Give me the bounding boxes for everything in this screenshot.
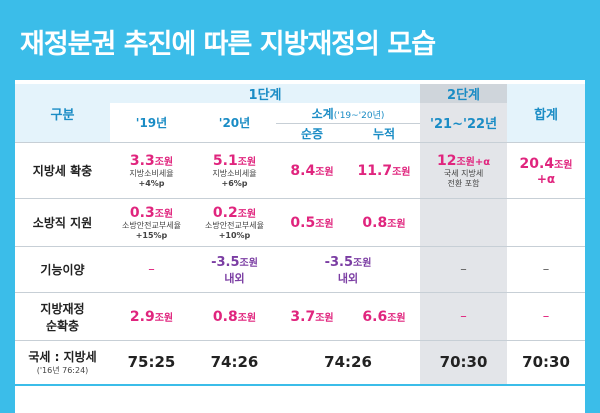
cell-net-expand-y20: 0.8조원 (193, 292, 276, 341)
cell-ratio-y20: 74:26 (193, 340, 276, 386)
cell-transfer-total: – (507, 246, 586, 293)
header-cumulative: 누적 (348, 123, 421, 143)
row-label-ratio: 국세 : 지방세 ('16년 76:24) (15, 340, 110, 386)
cell-net-expand-total: – (507, 292, 586, 341)
header-stage1: 1단계 (110, 84, 421, 103)
cell-net-expand-net: 3.7조원 (276, 292, 348, 341)
cell-local-tax-y19: 3.3조원 지방소비세율 +4%p (110, 142, 193, 199)
header-y19: '19년 (110, 103, 193, 143)
cell-transfer-y19: – (110, 246, 193, 293)
cell-fire-y20: 0.2조원 소방안전교부세율 +10%p (193, 198, 276, 247)
cell-ratio-y19: 75:25 (110, 340, 193, 386)
cell-fire-stage2 (420, 198, 508, 247)
cell-local-tax-stage2: 12조원+α 국세 지방세 전환 포함 (420, 142, 508, 199)
fiscal-table: 구분 1단계 2단계 합계 '19년 '20년 소계('19~'20년) '21… (15, 84, 586, 386)
cell-net-expand-cum: 6.6조원 (348, 292, 421, 341)
cell-fire-total (507, 198, 586, 247)
row-label-transfer: 기능이양 (15, 246, 110, 293)
cell-net-expand-stage2: – (420, 292, 508, 341)
cell-local-tax-y20: 5.1조원 지방소비세율 +6%p (193, 142, 276, 199)
header-y20: '20년 (193, 103, 276, 143)
cell-transfer-y20: -3.5조원 내외 (193, 246, 276, 293)
cell-fire-net: 0.5조원 (276, 198, 348, 247)
cell-transfer-subtotal: -3.5조원 내외 (276, 246, 421, 293)
cell-ratio-total: 70:30 (507, 340, 586, 386)
cell-transfer-stage2: – (420, 246, 508, 293)
row-label-net-expand: 지방재정 순확충 (15, 292, 110, 341)
cell-local-tax-net: 8.4조원 (276, 142, 348, 199)
cell-net-expand-y19: 2.9조원 (110, 292, 193, 341)
cell-ratio-subtotal: 74:26 (276, 340, 421, 386)
cell-fire-y19: 0.3조원 소방안전교부세율 +15%p (110, 198, 193, 247)
header-y21-22: '21~'22년 (420, 103, 508, 143)
header-subtotal: 소계('19~'20년) (276, 103, 421, 124)
cell-fire-cum: 0.8조원 (348, 198, 421, 247)
cell-ratio-stage2: 70:30 (420, 340, 508, 386)
row-label-local-tax: 지방세 확충 (15, 142, 110, 199)
header-category: 구분 (15, 84, 110, 143)
infographic-title: 재정분권 추진에 따른 지방재정의 모습 (20, 29, 436, 60)
cell-local-tax-total: 20.4조원 +α (507, 142, 586, 199)
header-net: 순증 (276, 123, 348, 143)
cell-local-tax-cum: 11.7조원 (348, 142, 421, 199)
header-subtotal-range: ('19~'20년) (333, 110, 385, 121)
row-label-fire: 소방직 지원 (15, 198, 110, 247)
header-stage2: 2단계 (420, 84, 508, 103)
header-total: 합계 (507, 84, 586, 143)
header-subtotal-main: 소계 (311, 106, 334, 121)
